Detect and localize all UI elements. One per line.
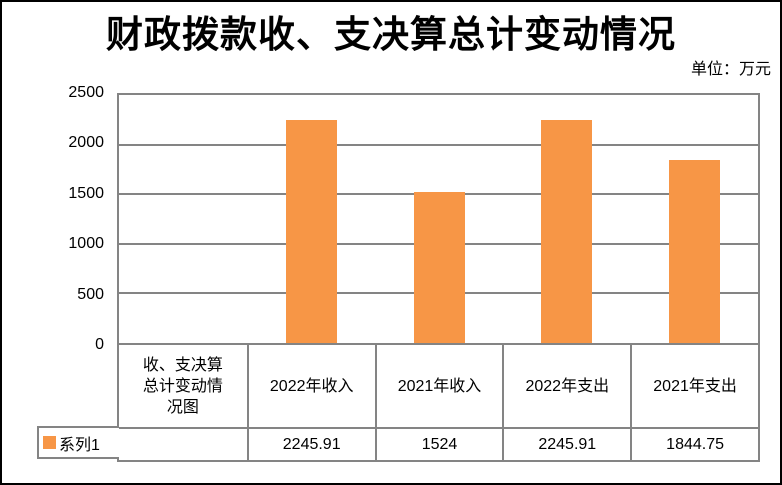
y-tick-label: 0	[95, 336, 104, 353]
legend-swatch-icon	[43, 436, 56, 449]
y-axis: 0 500 1000 1500 2000 2500	[42, 84, 104, 353]
value-cell: 1524	[374, 429, 503, 460]
bar	[669, 160, 721, 343]
bar	[541, 120, 593, 343]
category-header-cell: 2022年收入	[246, 345, 375, 427]
value-cell: 1844.75	[630, 429, 758, 460]
y-tick-label: 1000	[68, 235, 104, 253]
grid-line	[119, 143, 758, 146]
y-tick-label: 2000	[68, 134, 104, 152]
y-tick-label: 2500	[68, 84, 104, 101]
value-cell: 2245.91	[246, 429, 375, 460]
category-header-cell: 2022年支出	[502, 345, 630, 427]
legend-cell: 系列1	[37, 426, 119, 459]
data-table: 收、支决算总计变动情况图 2022年收入 2021年收入 2022年支出 2021年支出…	[117, 343, 760, 462]
value-cell	[119, 429, 247, 460]
legend-label: 系列1	[59, 436, 100, 454]
unit-label: 单位：万元	[690, 61, 771, 78]
chart-title: 财政拨款收、支决算总计变动情况	[106, 12, 676, 56]
bar	[285, 120, 337, 343]
value-cell: 2245.91	[502, 429, 630, 460]
category-header-cell: 2021年支出	[630, 345, 758, 427]
table-value-row: 2245.91 1524 2245.91 1844.75	[119, 429, 758, 460]
y-tick-label: 1500	[68, 184, 104, 202]
bar	[413, 191, 465, 343]
category-header-cell: 2021年收入	[374, 345, 503, 427]
category-header-cell: 收、支决算总计变动情况图	[142, 356, 223, 416]
plot-area	[117, 93, 760, 345]
table-header-row: 收、支决算总计变动情况图 2022年收入 2021年收入 2022年支出 2021年支出	[119, 345, 758, 429]
y-tick-label: 500	[77, 285, 104, 303]
